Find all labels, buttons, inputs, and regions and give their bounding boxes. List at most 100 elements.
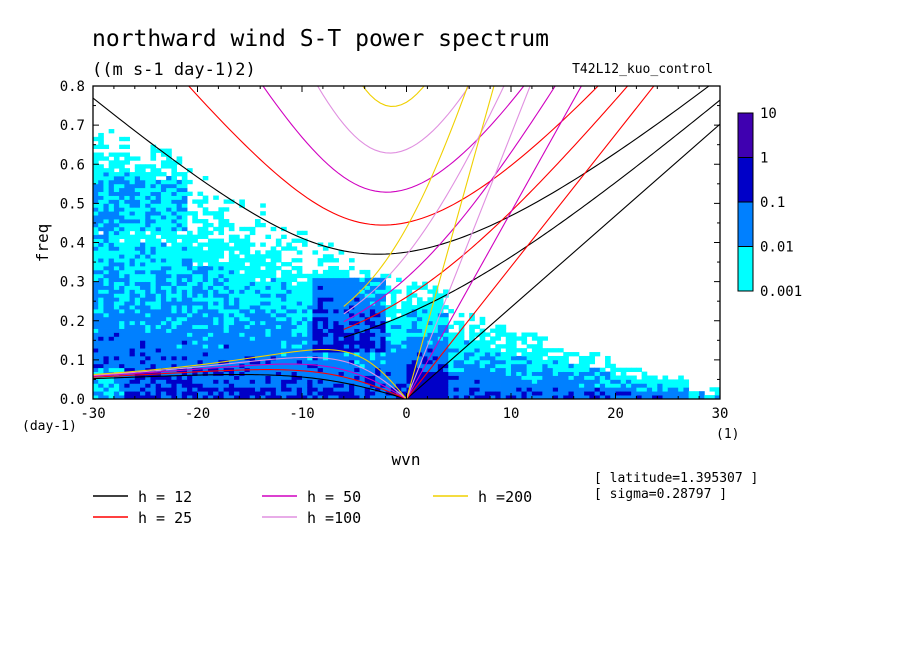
heatmap-cell <box>558 367 564 373</box>
heatmap-cell <box>176 309 183 314</box>
heatmap-cell <box>563 355 569 361</box>
heatmap-cell <box>244 383 251 388</box>
heatmap-cell <box>155 324 162 329</box>
heatmap-cell <box>578 375 585 380</box>
heatmap-cell <box>646 379 653 384</box>
heatmap-cell <box>150 395 157 399</box>
heatmap-cell <box>155 183 162 189</box>
heatmap-cell <box>155 320 162 326</box>
heatmap-cell <box>260 254 266 259</box>
heatmap-cell <box>108 328 115 333</box>
heatmap-cell <box>484 367 491 373</box>
heatmap-cell <box>249 265 256 271</box>
heatmap-cell <box>349 336 355 341</box>
heatmap-cell <box>312 328 319 333</box>
heatmap-cell <box>98 297 104 302</box>
heatmap-cell <box>641 371 648 376</box>
heatmap-cell <box>155 352 162 357</box>
heatmap-cell <box>228 273 235 279</box>
heatmap-cell <box>573 379 580 384</box>
heatmap-cell <box>113 242 120 247</box>
heatmap-cell <box>192 211 198 216</box>
heatmap-cell <box>463 340 470 345</box>
heatmap-cell <box>181 219 188 224</box>
heatmap-cell <box>302 367 308 373</box>
heatmap-cell <box>124 222 130 228</box>
heatmap-cell <box>458 375 465 380</box>
heatmap-cell <box>134 375 141 380</box>
heatmap-cell <box>672 387 679 392</box>
heatmap-cell <box>124 387 130 392</box>
heatmap-cell <box>469 324 475 329</box>
heatmap-cell <box>328 277 334 283</box>
heatmap-cell <box>113 391 120 396</box>
heatmap-cell <box>140 355 146 361</box>
heatmap-cell <box>328 336 334 341</box>
heatmap-cell <box>265 332 272 337</box>
heatmap-cell <box>181 183 188 189</box>
heatmap-cell <box>124 293 130 298</box>
heatmap-cell <box>103 348 110 353</box>
heatmap-cell <box>302 328 308 333</box>
heatmap-cell <box>213 332 219 337</box>
heatmap-cell <box>145 375 151 380</box>
heatmap-cell <box>380 336 387 341</box>
heatmap-cell <box>108 387 115 392</box>
heatmap-cell <box>176 195 183 200</box>
heatmap-cell <box>244 281 251 286</box>
heatmap-cell <box>615 379 622 384</box>
heatmap-cell <box>333 336 339 341</box>
heatmap-cell <box>385 332 392 337</box>
heatmap-cell <box>181 301 188 306</box>
heatmap-cell <box>239 277 245 283</box>
heatmap-cell <box>187 355 193 361</box>
heatmap-cell <box>291 277 298 283</box>
heatmap-cell <box>375 363 381 369</box>
heatmap-cell <box>129 242 136 247</box>
heatmap-cell <box>328 367 334 373</box>
heatmap-cell <box>223 344 230 349</box>
heatmap-cell <box>427 348 434 353</box>
heatmap-cell <box>312 336 319 341</box>
heatmap-cell <box>176 242 183 247</box>
heatmap-cell <box>364 395 371 399</box>
heatmap-cell <box>140 332 146 337</box>
heatmap-cell <box>448 375 454 380</box>
heatmap-cell <box>416 320 423 326</box>
heatmap-cell <box>197 277 204 283</box>
heatmap-cell <box>333 285 339 290</box>
heatmap-cell <box>145 187 151 193</box>
heatmap-cell <box>145 222 151 228</box>
heatmap-cell <box>281 332 287 337</box>
heatmap-cell <box>406 324 413 329</box>
heatmap-cell <box>338 352 345 357</box>
heatmap-cell <box>129 207 136 212</box>
heatmap-cell <box>652 387 658 392</box>
heatmap-cell <box>552 383 559 388</box>
heatmap-cell <box>364 352 371 357</box>
heatmap-cell <box>537 379 543 384</box>
heatmap-cell <box>129 179 136 185</box>
heatmap-cell <box>469 359 475 365</box>
heatmap-cell <box>474 379 481 384</box>
heatmap-cell <box>375 309 381 314</box>
heatmap-cell <box>239 312 245 318</box>
heatmap-cell <box>129 383 136 388</box>
heatmap-cell <box>458 312 465 318</box>
heatmap-cell <box>338 391 345 396</box>
heatmap-cell <box>218 238 225 243</box>
heatmap-cell <box>625 391 632 396</box>
heatmap-cell <box>254 340 261 345</box>
heatmap-cell <box>458 332 465 337</box>
heatmap-cell <box>516 395 522 399</box>
heatmap-cell <box>260 320 266 326</box>
heatmap-cell <box>244 242 251 247</box>
heatmap-cell <box>155 309 162 314</box>
heatmap-cell <box>207 332 214 337</box>
heatmap-cell <box>594 352 601 357</box>
heatmap-cell <box>124 367 130 373</box>
heatmap-cell <box>155 215 162 220</box>
heatmap-cell <box>160 285 167 290</box>
heatmap-cell <box>192 375 198 380</box>
heatmap-cell <box>531 344 538 349</box>
